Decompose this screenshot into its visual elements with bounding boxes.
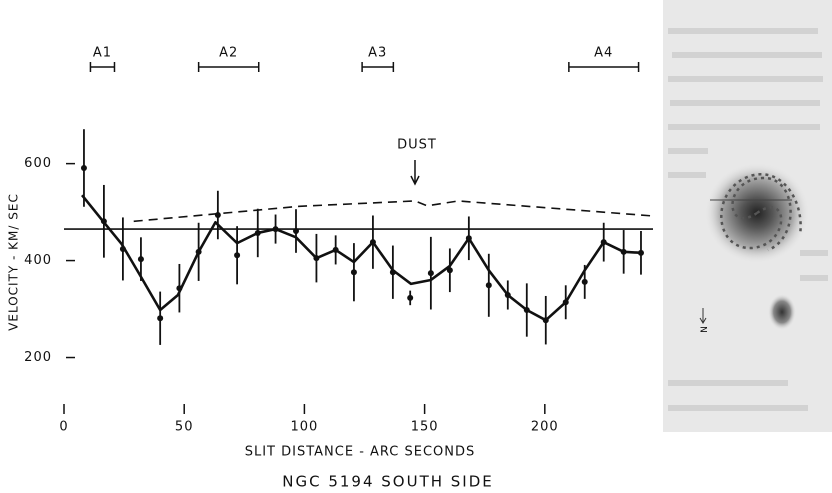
data-point xyxy=(485,282,492,289)
region-label: A4 xyxy=(594,46,613,61)
region-bracket xyxy=(197,62,260,72)
x-tick-label: 150 xyxy=(411,420,439,435)
annotation: DUST xyxy=(397,138,437,153)
data-point xyxy=(137,256,144,263)
data-point xyxy=(157,315,164,322)
data-point xyxy=(427,270,434,277)
region-label: A3 xyxy=(368,46,387,61)
y-tick-label: 400 xyxy=(24,253,52,268)
photo: N xyxy=(663,0,832,432)
annotation-arrow xyxy=(410,160,420,186)
x-tick-label: 200 xyxy=(531,420,559,435)
data-line xyxy=(133,200,654,223)
x-axis-label: SLIT DISTANCE - ARC SECONDS xyxy=(245,445,476,460)
region-bracket xyxy=(568,62,640,72)
region-bracket xyxy=(89,62,116,72)
data-point xyxy=(234,252,241,259)
data-line xyxy=(81,194,642,322)
y-tick-label: 600 xyxy=(24,156,52,171)
x-tick-label: 50 xyxy=(175,420,194,435)
y-axis-label: VELOCITY - KM/ SEC xyxy=(7,193,21,331)
data-point xyxy=(80,164,87,171)
x-tick-label: 100 xyxy=(290,420,318,435)
region-bracket xyxy=(361,62,395,72)
data-point xyxy=(581,278,588,285)
photo-label: N xyxy=(698,326,708,334)
x-tick-label: 0 xyxy=(59,420,68,435)
y-tick-label: 200 xyxy=(24,350,52,365)
caption: NGC 5194 SOUTH SIDE xyxy=(282,473,494,491)
data-point xyxy=(407,294,414,301)
region-label: A2 xyxy=(219,46,238,61)
data-point xyxy=(214,212,221,219)
region-label: A1 xyxy=(93,46,112,61)
data-point xyxy=(446,267,453,274)
data-point xyxy=(350,269,357,276)
